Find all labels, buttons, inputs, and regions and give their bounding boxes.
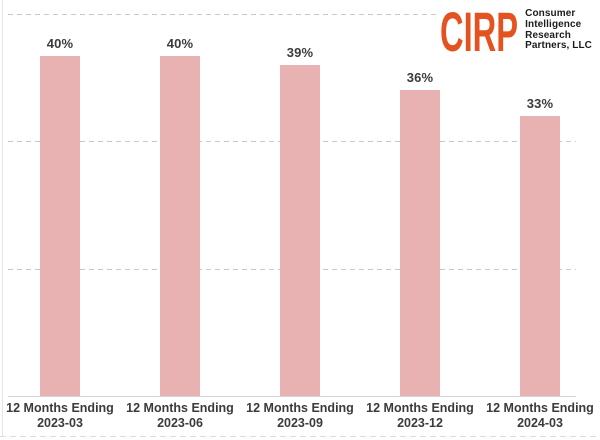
- bar-value-label: 39%: [286, 44, 314, 60]
- x-axis-label: 12 Months Ending 2023-03: [6, 401, 114, 430]
- x-axis-label: 12 Months Ending 2023-06: [126, 401, 234, 430]
- x-axis-label: 12 Months Ending 2023-12: [366, 401, 474, 430]
- x-axis-line: [8, 396, 576, 397]
- frame-left-border: [2, 0, 3, 437]
- logo-tagline: Consumer Intelligence Research Partners, LL…: [525, 8, 592, 52]
- bar: [400, 90, 440, 396]
- bar-column: 39%: [240, 13, 360, 396]
- x-axis-label: 12 Months Ending 2024-03: [486, 401, 594, 430]
- bar-value-label: 40%: [166, 36, 194, 51]
- x-axis-labels: 12 Months Ending 2023-03 12 Months Ending 2…: [0, 401, 600, 431]
- cirp-logo: CIRP Consumer Intelligence Research Partner…: [436, 6, 594, 58]
- bar-value-label: 36%: [406, 70, 434, 85]
- bars-row: 40% 40% 39% 36% 33%: [0, 13, 600, 396]
- bar-column: 36%: [360, 13, 480, 396]
- cirp-wordmark-icon: CIRP: [440, 8, 518, 54]
- bar: [520, 115, 560, 396]
- bar: [40, 56, 80, 396]
- cirp-wordmark-text: CIRP: [440, 8, 518, 54]
- bar-value-label: 40%: [46, 36, 74, 51]
- bar-column: 33%: [480, 13, 600, 396]
- gridline: [8, 13, 576, 15]
- x-axis-label: 12 Months Ending 2023-09: [246, 401, 354, 430]
- frame-bottom-border: [0, 436, 600, 437]
- bar-value-label: 33%: [526, 95, 554, 111]
- bar-column: 40%: [0, 13, 120, 396]
- logo-tagline-line: Intelligence: [525, 18, 582, 30]
- bar-column: 40%: [120, 13, 240, 396]
- logo-tagline-line: Research: [525, 29, 571, 41]
- bar: [280, 64, 320, 396]
- bar: [160, 56, 200, 396]
- logo-tagline-line: Partners, LLC: [525, 40, 592, 52]
- logo-tagline-line: Consumer: [525, 8, 576, 19]
